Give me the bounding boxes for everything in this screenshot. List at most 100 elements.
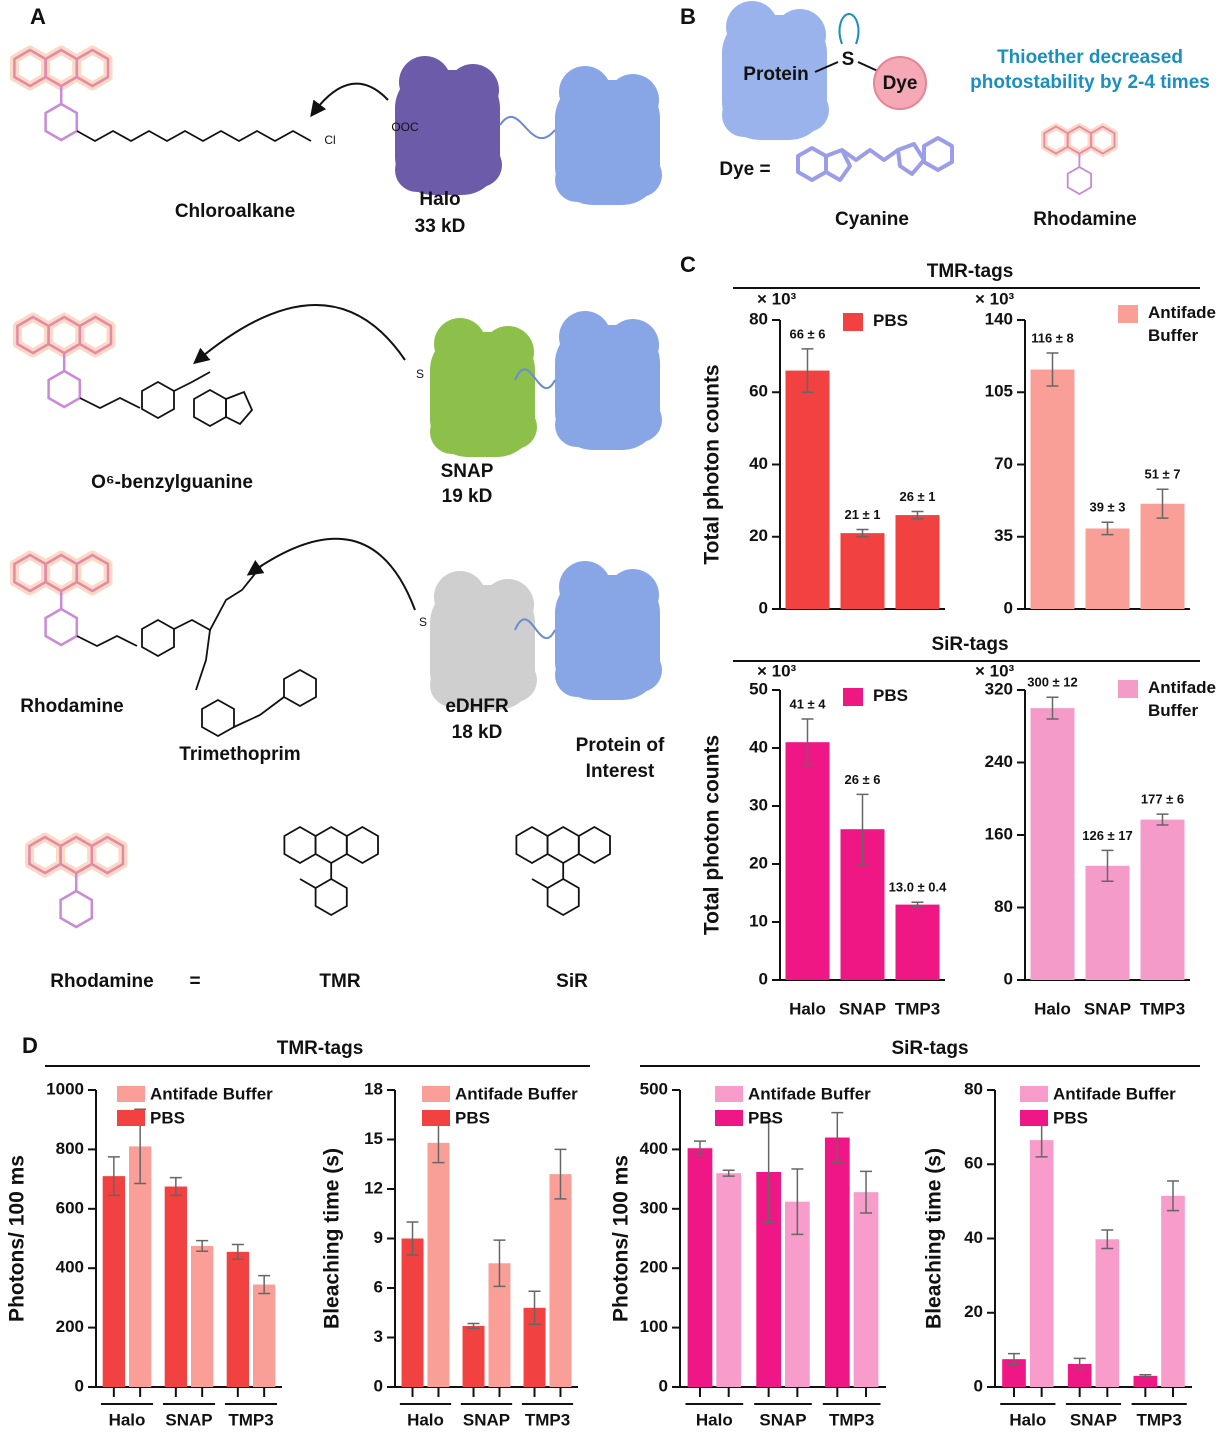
value-label: 39 ± 3 xyxy=(1089,500,1125,515)
bar xyxy=(129,1146,152,1387)
bar xyxy=(253,1284,276,1387)
x-tick-label: SNAP xyxy=(1070,1410,1117,1429)
error-bar xyxy=(467,1322,480,1330)
x-tick-label: SNAP xyxy=(463,1410,510,1429)
error-bar xyxy=(1166,1180,1179,1212)
snap-tag xyxy=(430,318,537,457)
label: 19 kD xyxy=(442,486,493,507)
y-axis-label: Photons/ 100 ms xyxy=(6,1155,29,1322)
x-tick-label: SNAP xyxy=(165,1410,212,1429)
label: SiR xyxy=(556,971,588,992)
bar xyxy=(226,1251,249,1387)
y-tick-label: 60 xyxy=(964,1154,983,1173)
legend-label: PBS xyxy=(150,1108,185,1127)
y-multiplier: × 10³ xyxy=(975,661,1015,680)
error-bar xyxy=(1101,1229,1114,1250)
label: Protein xyxy=(743,64,808,85)
dye xyxy=(873,56,927,110)
rhodamine-ring xyxy=(14,50,108,140)
bar xyxy=(785,742,830,980)
x-tick-label: SNAP xyxy=(759,1410,806,1429)
error-bar xyxy=(258,1274,271,1295)
y-tick-label: 80 xyxy=(994,897,1013,916)
y-tick-label: 800 xyxy=(56,1139,84,1158)
legend-label: Antifade Buffer xyxy=(150,1084,273,1103)
x-tick-label: SNAP xyxy=(839,999,886,1018)
y-tick-label: 0 xyxy=(374,1376,383,1395)
bar xyxy=(164,1186,187,1387)
x-tick-label: Halo xyxy=(696,1410,733,1429)
value-label: 126 ± 17 xyxy=(1082,828,1133,843)
linker xyxy=(514,368,556,389)
label: Rhodamine xyxy=(20,696,123,717)
y-tick-label: 200 xyxy=(56,1317,84,1336)
error-bar xyxy=(406,1221,419,1256)
error-bar xyxy=(801,718,814,767)
legend-swatch xyxy=(117,1110,145,1126)
y-tick-label: 240 xyxy=(985,752,1013,771)
legend-label: PBS xyxy=(1053,1108,1088,1127)
y-tick-label: 0 xyxy=(1004,598,1013,617)
y-tick-label: 105 xyxy=(985,382,1013,401)
bar xyxy=(1030,708,1075,980)
bar xyxy=(1140,503,1185,609)
y-tick-label: 160 xyxy=(985,824,1013,843)
section-title: TMR-tags xyxy=(927,261,1014,282)
legend-swatch xyxy=(1118,680,1138,698)
error-bar xyxy=(554,1148,567,1200)
cyanine-structure xyxy=(796,136,954,182)
arrow xyxy=(193,304,406,365)
value-label: 300 ± 12 xyxy=(1027,675,1078,690)
rhodamine-ring xyxy=(14,555,108,645)
panel-label: D xyxy=(22,1033,38,1058)
error-bar xyxy=(1073,1357,1086,1371)
benzylguanine-structure xyxy=(79,371,254,428)
protein xyxy=(555,311,662,450)
x-tick-label: TMP3 xyxy=(525,1410,570,1429)
legend-swatch xyxy=(422,1086,450,1102)
y-tick-label: 18 xyxy=(364,1079,383,1098)
legend-swatch xyxy=(843,688,863,706)
label: = xyxy=(189,971,200,992)
error-bar xyxy=(1046,352,1059,387)
legend-label: Antifade Buffer xyxy=(1053,1084,1176,1103)
error-bar xyxy=(1008,1352,1021,1366)
x-tick-label: TMP3 xyxy=(1140,999,1185,1018)
label: 18 kD xyxy=(452,722,503,743)
bar xyxy=(1095,1239,1120,1387)
value-label: 41 ± 4 xyxy=(789,696,826,711)
error-bar xyxy=(107,1156,120,1197)
x-tick-label: TMP3 xyxy=(895,999,940,1018)
y-tick-label: 9 xyxy=(374,1228,383,1247)
error-bar xyxy=(791,1168,804,1236)
bar xyxy=(840,533,885,609)
label: Dye = xyxy=(719,159,770,180)
x-tick-label: Halo xyxy=(1034,999,1071,1018)
legend-swatch xyxy=(715,1086,743,1102)
label: Trimethoprim xyxy=(179,744,300,765)
error-bar xyxy=(762,1120,775,1224)
label: Rhodamine xyxy=(50,971,153,992)
y-tick-label: 15 xyxy=(364,1129,383,1148)
bar xyxy=(1085,865,1130,980)
x-tick-label: TMP3 xyxy=(1136,1410,1181,1429)
error-bar xyxy=(693,1140,706,1157)
error-bar xyxy=(1156,813,1169,826)
value-label: 51 ± 7 xyxy=(1144,467,1180,482)
value-label: 66 ± 6 xyxy=(789,326,825,341)
legend-label: Antifade Buffer xyxy=(455,1084,578,1103)
x-tick-label: Halo xyxy=(109,1410,146,1429)
y-tick-label: 70 xyxy=(994,454,1013,473)
error-bar xyxy=(911,510,924,520)
error-bar xyxy=(528,1290,541,1326)
y-tick-label: 40 xyxy=(749,737,768,756)
bar xyxy=(549,1174,572,1387)
legend-swatch xyxy=(1020,1110,1048,1126)
atom-label: S xyxy=(419,615,427,629)
value-label: 177 ± 6 xyxy=(1141,792,1184,807)
linker xyxy=(514,618,556,639)
error-bar xyxy=(1156,488,1169,519)
bar xyxy=(523,1307,546,1387)
